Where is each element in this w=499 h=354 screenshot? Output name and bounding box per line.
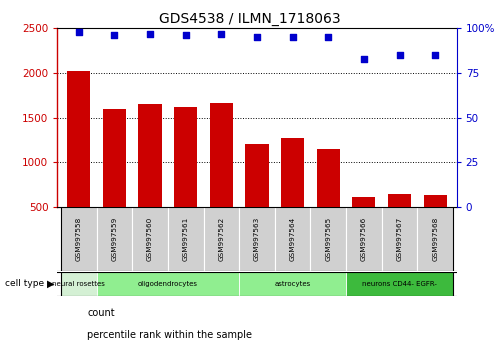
Bar	[204, 207, 239, 271]
Point	[146, 31, 154, 36]
Point	[396, 52, 404, 58]
Point	[253, 34, 261, 40]
Bar	[61, 207, 97, 271]
Bar	[239, 207, 275, 271]
Text: neurons CD44- EGFR-: neurons CD44- EGFR-	[362, 281, 437, 286]
Bar	[281, 138, 304, 252]
Bar	[67, 71, 90, 252]
Bar	[382, 207, 417, 271]
Bar	[210, 103, 233, 252]
Bar	[97, 207, 132, 271]
Text: GSM997558: GSM997558	[76, 217, 82, 261]
Text: GSM997568: GSM997568	[432, 217, 438, 261]
Text: GSM997564: GSM997564	[289, 217, 295, 261]
Point	[360, 56, 368, 62]
Text: neural rosettes: neural rosettes	[52, 281, 105, 286]
Bar	[388, 194, 411, 252]
Bar	[174, 107, 197, 252]
Bar	[317, 149, 340, 252]
Text: GSM997567: GSM997567	[397, 217, 403, 261]
Point	[75, 29, 83, 35]
Point	[110, 33, 118, 38]
Bar	[346, 272, 453, 296]
Bar	[97, 272, 239, 296]
Bar	[103, 109, 126, 252]
Bar	[246, 144, 268, 252]
Point	[218, 31, 226, 36]
Bar	[417, 207, 453, 271]
Text: GDS4538 / ILMN_1718063: GDS4538 / ILMN_1718063	[159, 12, 340, 27]
Text: cell type: cell type	[5, 279, 44, 288]
Bar	[424, 195, 447, 252]
Text: GSM997562: GSM997562	[219, 217, 225, 261]
Bar	[239, 272, 346, 296]
Text: GSM997559: GSM997559	[111, 217, 117, 261]
Bar	[275, 207, 310, 271]
Bar	[168, 207, 204, 271]
Bar	[346, 207, 382, 271]
Text: GSM997563: GSM997563	[254, 217, 260, 261]
Text: oligodendrocytes: oligodendrocytes	[138, 281, 198, 286]
Point	[288, 34, 296, 40]
Bar	[352, 197, 375, 252]
Bar	[139, 104, 162, 252]
Point	[324, 34, 332, 40]
Text: GSM997565: GSM997565	[325, 217, 331, 261]
Point	[431, 52, 439, 58]
Bar	[61, 272, 97, 296]
Text: ▶: ▶	[47, 279, 55, 289]
Text: astrocytes: astrocytes	[274, 281, 311, 286]
Point	[182, 33, 190, 38]
Bar	[132, 207, 168, 271]
Text: count: count	[87, 308, 115, 318]
Text: GSM997566: GSM997566	[361, 217, 367, 261]
Text: percentile rank within the sample: percentile rank within the sample	[87, 330, 252, 339]
Bar	[310, 207, 346, 271]
Text: GSM997560: GSM997560	[147, 217, 153, 261]
Text: GSM997561: GSM997561	[183, 217, 189, 261]
